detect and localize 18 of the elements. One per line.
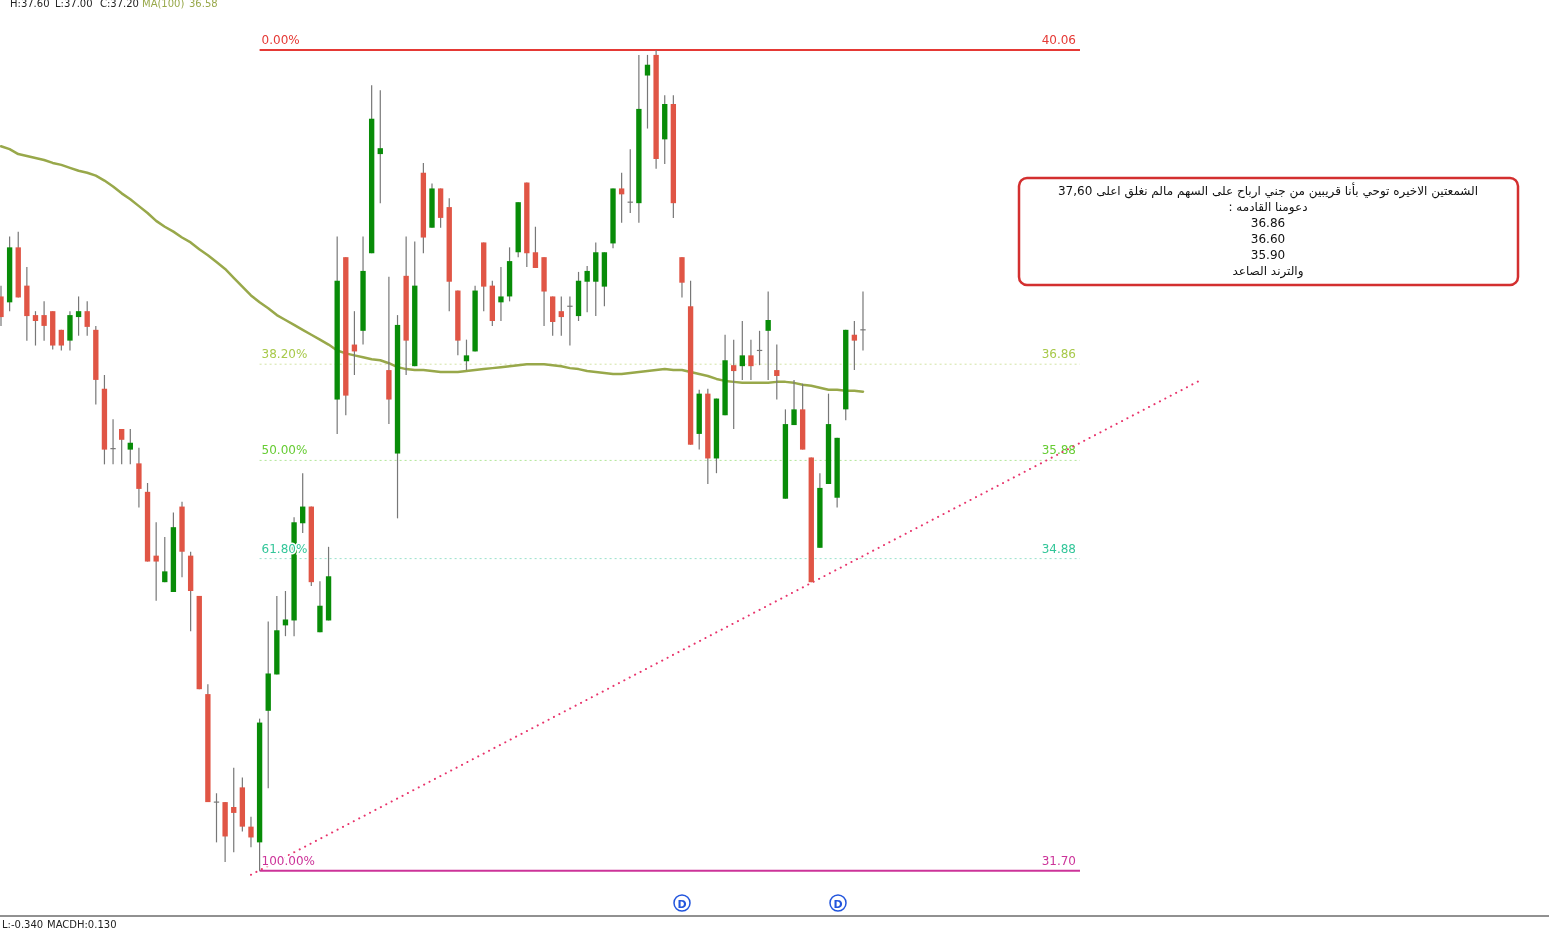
annotation: D <box>677 897 687 911</box>
text: L:37.00 <box>55 0 93 9</box>
text: H:37.60 <box>10 0 50 9</box>
text: MA(100) <box>142 0 185 9</box>
y-tick-label: 34.88 <box>1041 541 1076 556</box>
annotation: 0.00% <box>261 33 300 47</box>
y-tick-label: 35.88 <box>1041 443 1076 458</box>
text: 36.58 <box>189 0 218 9</box>
text: C:37.20 <box>100 0 139 9</box>
y-tick-label: 31.70 <box>1041 853 1076 868</box>
annotation: 50.00% <box>261 443 308 458</box>
y-tick-label: 36.86 <box>1041 347 1076 362</box>
text: L:-0.340 <box>2 919 44 930</box>
annotation: D <box>833 897 843 911</box>
text: MACDH:0.130 <box>47 919 117 930</box>
y-tick-label: 40.06 <box>1041 33 1076 47</box>
annotation: 100.00% <box>261 853 315 868</box>
annotation: 38.20% <box>261 347 308 362</box>
